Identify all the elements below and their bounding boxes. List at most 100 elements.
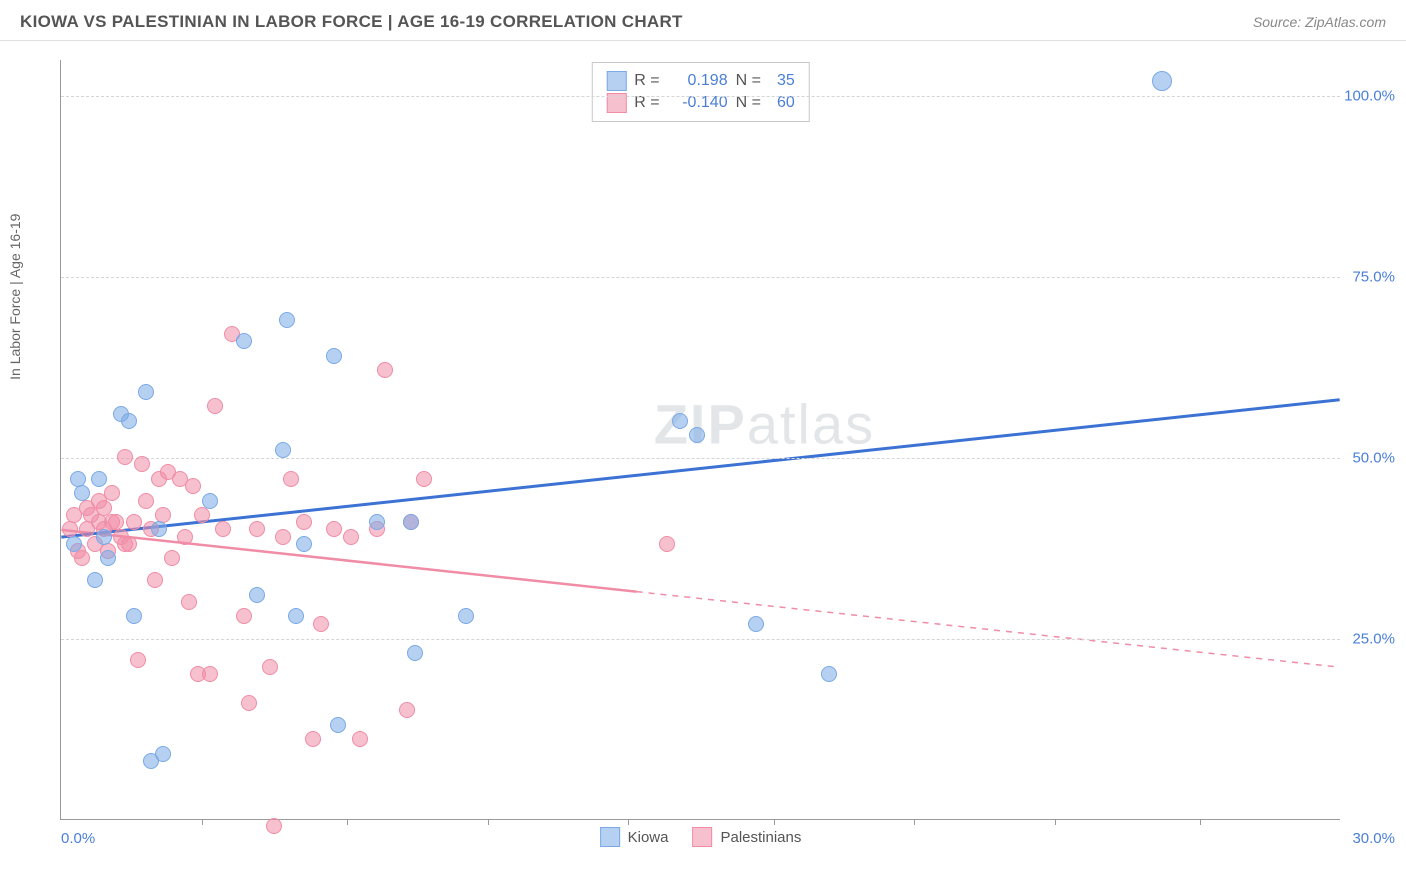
x-min-label: 0.0% — [61, 830, 95, 847]
watermark-atlas: atlas — [747, 393, 875, 456]
data-point — [185, 478, 201, 494]
data-point — [399, 702, 415, 718]
data-point — [458, 608, 474, 624]
data-point — [117, 449, 133, 465]
data-point — [288, 608, 304, 624]
data-point — [266, 818, 282, 834]
data-point — [352, 731, 368, 747]
data-point — [659, 536, 675, 552]
data-point — [134, 456, 150, 472]
n-value-kiowa: 35 — [777, 72, 795, 90]
legend-label-kiowa: Kiowa — [628, 829, 669, 846]
legend-item-kiowa: Kiowa — [600, 827, 669, 847]
data-point — [403, 514, 419, 530]
watermark: ZIPatlas — [654, 392, 875, 457]
data-point — [305, 731, 321, 747]
data-point — [236, 333, 252, 349]
data-point — [126, 608, 142, 624]
series-legend: Kiowa Palestinians — [600, 827, 802, 847]
data-point — [104, 485, 120, 501]
y-tick-label: 100.0% — [1344, 88, 1395, 105]
legend-item-palestinians: Palestinians — [692, 827, 801, 847]
data-point — [275, 442, 291, 458]
data-point — [164, 550, 180, 566]
data-point — [74, 485, 90, 501]
data-point — [748, 616, 764, 632]
data-point — [202, 666, 218, 682]
data-point — [87, 572, 103, 588]
gridline — [61, 639, 1340, 640]
chart-container: In Labor Force | Age 16-19 ZIPatlas R = … — [20, 55, 1386, 855]
data-point — [689, 427, 705, 443]
legend-swatch-kiowa — [600, 827, 620, 847]
data-point — [236, 608, 252, 624]
chart-title: KIOWA VS PALESTINIAN IN LABOR FORCE | AG… — [20, 12, 683, 32]
data-point — [326, 348, 342, 364]
data-point — [249, 521, 265, 537]
data-point — [326, 521, 342, 537]
y-tick-label: 25.0% — [1352, 631, 1395, 648]
data-point — [194, 507, 210, 523]
data-point — [275, 529, 291, 545]
data-point — [66, 536, 82, 552]
data-point — [121, 536, 137, 552]
r-value-kiowa: 0.198 — [672, 72, 728, 90]
chart-header: KIOWA VS PALESTINIAN IN LABOR FORCE | AG… — [0, 0, 1406, 41]
data-point — [96, 529, 112, 545]
gridline — [61, 96, 1340, 97]
data-point — [202, 493, 218, 509]
x-tick-mark — [774, 819, 775, 825]
r-label: R = — [634, 72, 659, 90]
data-point — [121, 413, 137, 429]
legend-swatch-kiowa — [606, 71, 626, 91]
data-point — [147, 572, 163, 588]
y-tick-label: 75.0% — [1352, 269, 1395, 286]
gridline — [61, 277, 1340, 278]
x-tick-mark — [202, 819, 203, 825]
data-point — [279, 312, 295, 328]
data-point — [407, 645, 423, 661]
data-point — [91, 471, 107, 487]
data-point — [215, 521, 231, 537]
x-max-label: 30.0% — [1352, 830, 1395, 847]
data-point — [181, 594, 197, 610]
data-point — [1152, 71, 1172, 91]
data-point — [330, 717, 346, 733]
data-point — [151, 521, 167, 537]
plot-area: ZIPatlas R = 0.198 N = 35 R = -0.140 N =… — [60, 60, 1340, 820]
x-tick-mark — [628, 819, 629, 825]
legend-label-palestinians: Palestinians — [720, 829, 801, 846]
x-tick-mark — [1055, 819, 1056, 825]
source-label: Source: ZipAtlas.com — [1253, 14, 1386, 30]
data-point — [369, 514, 385, 530]
data-point — [343, 529, 359, 545]
data-point — [416, 471, 432, 487]
data-point — [377, 362, 393, 378]
data-point — [70, 471, 86, 487]
data-point — [672, 413, 688, 429]
data-point — [155, 746, 171, 762]
data-point — [177, 529, 193, 545]
data-point — [262, 659, 278, 675]
y-axis-label: In Labor Force | Age 16-19 — [7, 214, 23, 380]
correlation-legend: R = 0.198 N = 35 R = -0.140 N = 60 — [591, 62, 809, 122]
data-point — [74, 550, 90, 566]
data-point — [138, 384, 154, 400]
data-point — [130, 652, 146, 668]
data-point — [126, 514, 142, 530]
data-point — [821, 666, 837, 682]
data-point — [249, 587, 265, 603]
x-tick-mark — [488, 819, 489, 825]
n-label: N = — [736, 72, 761, 90]
y-tick-label: 50.0% — [1352, 450, 1395, 467]
data-point — [283, 471, 299, 487]
data-point — [296, 536, 312, 552]
watermark-zip: ZIP — [654, 393, 747, 456]
data-point — [241, 695, 257, 711]
data-point — [313, 616, 329, 632]
data-point — [296, 514, 312, 530]
legend-swatch-palestinians — [692, 827, 712, 847]
data-point — [207, 398, 223, 414]
legend-row-kiowa: R = 0.198 N = 35 — [606, 71, 794, 91]
gridline — [61, 458, 1340, 459]
